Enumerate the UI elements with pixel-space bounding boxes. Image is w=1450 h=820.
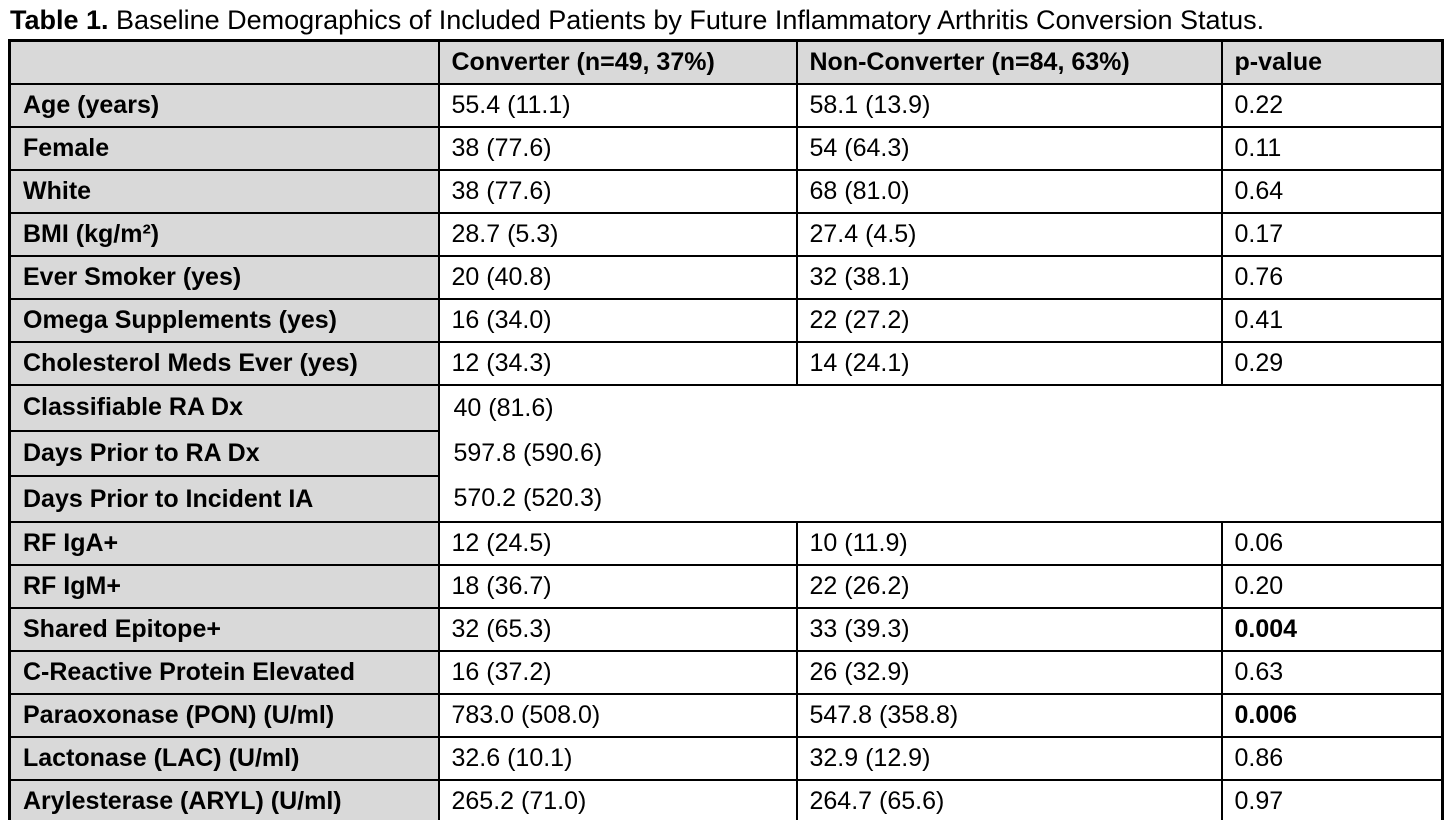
table-row: Ever Smoker (yes) 20 (40.8) 32 (38.1) 0.76 [8, 255, 1444, 300]
table-row: Paraoxonase (PON) (U/ml) 783.0 (508.0) 547… [8, 693, 1444, 738]
table-row: Cholesterol Meds Ever (yes) 12 (34.3) 14 (… [8, 341, 1444, 386]
row-label: BMI (kg/m²) [8, 212, 440, 257]
p-value-cell: 0.97 [1220, 779, 1444, 820]
p-value-cell: 0.63 [1220, 650, 1444, 695]
row-label: Days Prior to Incident IA [8, 475, 440, 523]
row-label: Arylesterase (ARYL) (U/ml) [8, 779, 440, 820]
non_converter-cell: 14 (24.1) [795, 341, 1223, 386]
converter-cell: 12 (34.3) [437, 341, 798, 386]
converter-cell: 20 (40.8) [437, 255, 798, 300]
row-label: Omega Supplements (yes) [8, 298, 440, 343]
converter-cell: 16 (34.0) [437, 298, 798, 343]
column-header-blank [8, 39, 440, 85]
p-value-cell: 0.006 [1220, 693, 1444, 738]
non_converter-cell: 10 (11.9) [795, 521, 1223, 566]
row-label: Classifiable RA Dx [8, 384, 440, 432]
converter-cell: 265.2 (71.0) [437, 779, 798, 820]
non_converter-cell: 33 (39.3) [795, 607, 1223, 652]
converter-cell: 32.6 (10.1) [437, 736, 798, 781]
table-row: Days Prior to RA Dx [8, 429, 1443, 478]
column-header-non-converter: Non-Converter (n=84, 63%) [795, 39, 1223, 85]
table-row: Classifiable RA Dx 40 (81.6) 597.8 (590.6)… [8, 384, 1444, 523]
non_converter-cell: 547.8 (358.8) [795, 693, 1223, 738]
row-label: C-Reactive Protein Elevated [8, 650, 440, 695]
row-label: Days Prior to RA Dx [8, 429, 440, 478]
row-label: Paraoxonase (PON) (U/ml) [8, 693, 440, 738]
column-header-converter: Converter (n=49, 37%) [437, 39, 798, 85]
row-label: Lactonase (LAC) (U/ml) [8, 736, 440, 781]
table-row: RF IgM+ 18 (36.7) 22 (26.2) 0.20 [8, 564, 1444, 609]
table-row: C-Reactive Protein Elevated 16 (37.2) 26 (… [8, 650, 1444, 695]
p-value-cell: 0.22 [1220, 83, 1444, 128]
table-title-label: Table 1. [10, 5, 109, 35]
row-label: Female [8, 126, 440, 171]
table-row: Lactonase (LAC) (U/ml) 32.6 (10.1) 32.9 (1… [8, 736, 1444, 781]
non_converter-cell: 32 (38.1) [795, 255, 1223, 300]
non_converter-cell: 58.1 (13.9) [795, 83, 1223, 128]
demographics-table: Converter (n=49, 37%) Non-Converter (n=8… [8, 39, 1444, 820]
row-label: RF IgA+ [8, 521, 440, 566]
p-value-cell: 0.06 [1220, 521, 1444, 566]
table-row: BMI (kg/m²) 28.7 (5.3) 27.4 (4.5) 0.17 [8, 212, 1444, 257]
row-label: Shared Epitope+ [8, 607, 440, 652]
converter-cell: 32 (65.3) [437, 607, 798, 652]
p-value-cell: 0.64 [1220, 169, 1444, 214]
p-value-cell: 0.76 [1220, 255, 1444, 300]
row-label: Ever Smoker (yes) [8, 255, 440, 300]
table-row: Omega Supplements (yes) 16 (34.0) 22 (27.2… [8, 298, 1444, 343]
non_converter-cell: 22 (26.2) [795, 564, 1223, 609]
non_converter-cell: 54 (64.3) [795, 126, 1223, 171]
p-value-cell: 0.29 [1220, 341, 1444, 386]
converter-cell: 16 (37.2) [437, 650, 798, 695]
converter-cell: 12 (24.5) [437, 521, 798, 566]
header-row: Converter (n=49, 37%) Non-Converter (n=8… [8, 39, 1444, 85]
table-header: Converter (n=49, 37%) Non-Converter (n=8… [8, 39, 1444, 85]
p-value-cell: 0.41 [1220, 298, 1444, 343]
converter-cell: 38 (77.6) [437, 169, 798, 214]
table-row: Arylesterase (ARYL) (U/ml) 265.2 (71.0) 26… [8, 779, 1444, 820]
merged-value-line: 570.2 (520.3) [453, 484, 603, 512]
non_converter-cell: 27.4 (4.5) [795, 212, 1223, 257]
table-row: Shared Epitope+ 32 (65.3) 33 (39.3) 0.004 [8, 607, 1444, 652]
p-value-cell: 0.11 [1220, 126, 1444, 171]
converter-cell: 38 (77.6) [437, 126, 798, 171]
merged-values-cell: 40 (81.6) 597.8 (590.6) 570.2 (520.3) [437, 384, 1444, 523]
merged-value-line: 40 (81.6) [453, 394, 554, 422]
merged-value-line: 597.8 (590.6) [453, 439, 603, 467]
p-value-cell: 0.004 [1220, 607, 1444, 652]
non_converter-cell: 22 (27.2) [795, 298, 1223, 343]
row-label: Age (years) [8, 83, 440, 128]
table-row: RF IgA+ 12 (24.5) 10 (11.9) 0.06 [8, 521, 1444, 566]
non_converter-cell: 32.9 (12.9) [795, 736, 1223, 781]
non_converter-cell: 264.7 (65.6) [795, 779, 1223, 820]
p-value-cell: 0.86 [1220, 736, 1444, 781]
converter-cell: 783.0 (508.0) [437, 693, 798, 738]
table-title: Table 1. Baseline Demographics of Includ… [0, 0, 1450, 39]
converter-cell: 55.4 (11.1) [437, 83, 798, 128]
table-row: Female 38 (77.6) 54 (64.3) 0.11 [8, 126, 1444, 171]
row-label: Cholesterol Meds Ever (yes) [8, 341, 440, 386]
table-row: Days Prior to Incident IA [8, 475, 1443, 523]
table-row: Age (years) 55.4 (11.1) 58.1 (13.9) 0.22 [8, 83, 1444, 128]
non_converter-cell: 68 (81.0) [795, 169, 1223, 214]
row-label: RF IgM+ [8, 564, 440, 609]
row-label: White [8, 169, 440, 214]
converter-cell: 28.7 (5.3) [437, 212, 798, 257]
table-title-text: Baseline Demographics of Included Patien… [108, 5, 1265, 35]
non_converter-cell: 26 (32.9) [795, 650, 1223, 695]
p-value-cell: 0.17 [1220, 212, 1444, 257]
p-value-cell: 0.20 [1220, 564, 1444, 609]
converter-cell: 18 (36.7) [437, 564, 798, 609]
table-body: Age (years) 55.4 (11.1) 58.1 (13.9) 0.22 Fem… [8, 83, 1444, 820]
table-row: White 38 (77.6) 68 (81.0) 0.64 [8, 169, 1444, 214]
column-header-p-value: p-value [1220, 39, 1444, 85]
